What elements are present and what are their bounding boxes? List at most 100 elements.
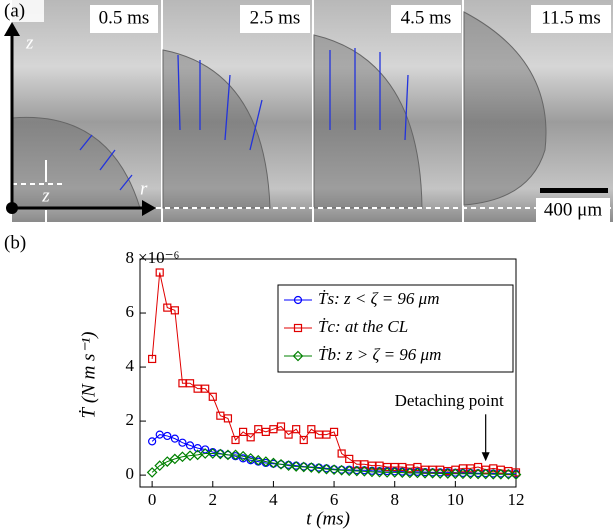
marker [307, 425, 316, 434]
droplet [162, 49, 271, 209]
marker [487, 468, 499, 480]
axis-label: z [25, 32, 34, 53]
marker [170, 306, 179, 315]
marker [276, 422, 286, 431]
x-tick-label: 8 [390, 490, 399, 509]
axis-label: r [140, 178, 148, 199]
photo-strip: (a) 0.5 ms 2.5 ms 4.5 ms 11.5 ms z r z 4… [4, 0, 613, 222]
marker [207, 448, 219, 459]
scale-label: 400 μm [544, 199, 602, 220]
frame-time: 11.5 ms [541, 7, 600, 28]
marker [155, 430, 164, 439]
marker [148, 354, 157, 364]
marker [154, 460, 166, 472]
marker [201, 445, 210, 454]
marker [208, 392, 217, 401]
marker [480, 468, 492, 480]
droplet [463, 11, 547, 206]
scale-bar [540, 188, 608, 193]
x-tick-label: 10 [447, 490, 464, 509]
label-bg [90, 5, 158, 33]
marker [293, 295, 303, 305]
marker [427, 467, 438, 479]
label-bg [240, 5, 310, 33]
marker [343, 465, 355, 477]
series-line [151, 453, 517, 476]
marker [337, 449, 346, 458]
origin [6, 202, 18, 214]
marker [170, 434, 179, 443]
marker [511, 468, 521, 477]
marker [260, 456, 272, 467]
velocity-vectors [79, 48, 409, 191]
marker [495, 468, 507, 480]
marker [450, 468, 461, 480]
marker [199, 448, 211, 459]
arrowhead [4, 22, 20, 36]
legend-label: Ṫc: at the CL [318, 317, 408, 336]
marker [155, 268, 164, 277]
marker [305, 462, 317, 473]
y-tick-label: 0 [126, 464, 135, 483]
marker [283, 460, 294, 472]
marker [351, 465, 363, 477]
marker [178, 438, 187, 447]
marker [298, 461, 310, 473]
x-tick-label: 0 [148, 490, 157, 509]
panel-label: (b) [4, 232, 26, 253]
marker [292, 425, 301, 434]
marker [268, 457, 279, 469]
marker [293, 323, 303, 333]
marker [238, 427, 248, 436]
marker [359, 465, 370, 477]
y-tick-label: 2 [126, 410, 135, 429]
marker [161, 456, 173, 467]
marker [336, 464, 347, 476]
x-axis-label: t (ms) [306, 508, 350, 529]
droplet [313, 34, 423, 209]
y-tick-label: 8 [126, 248, 135, 267]
marker [404, 467, 416, 479]
zeta-label: z [41, 185, 50, 206]
marker [389, 467, 401, 478]
marker [328, 464, 340, 476]
label-bg [531, 5, 611, 33]
marker [231, 435, 240, 445]
label-bg [12, 0, 44, 22]
marker [185, 441, 195, 450]
marker [237, 450, 249, 462]
marker [148, 437, 157, 446]
y-tick-label: 6 [126, 302, 135, 321]
marker [193, 443, 202, 453]
plot-frame [139, 258, 517, 488]
marker [472, 468, 484, 480]
marker [146, 467, 158, 478]
marker [284, 430, 293, 439]
y-tick-label: 4 [126, 356, 135, 375]
marker [292, 350, 304, 362]
marker [381, 467, 393, 478]
marker [185, 379, 195, 388]
x-tick-label: 2 [209, 490, 218, 509]
panel-label: (a) [4, 0, 25, 21]
series-line [151, 434, 516, 475]
legend-label: Ṫs: z < ζ = 96 μm [318, 289, 439, 308]
frame-time: 4.5 ms [401, 7, 452, 28]
marker [276, 460, 286, 469]
marker [252, 454, 264, 466]
marker [457, 468, 469, 480]
marker [412, 467, 423, 479]
marker [465, 468, 476, 480]
scale-label-bg [536, 198, 610, 222]
marker [419, 467, 431, 479]
arrowhead [142, 200, 156, 216]
label-bg [391, 5, 461, 33]
marker [396, 467, 408, 479]
marker [366, 466, 378, 478]
marker [222, 449, 234, 461]
y-axis-label: Ṫ (N m s⁻¹) [78, 332, 99, 419]
marker [345, 454, 354, 464]
marker [215, 448, 226, 460]
marker [374, 466, 385, 478]
